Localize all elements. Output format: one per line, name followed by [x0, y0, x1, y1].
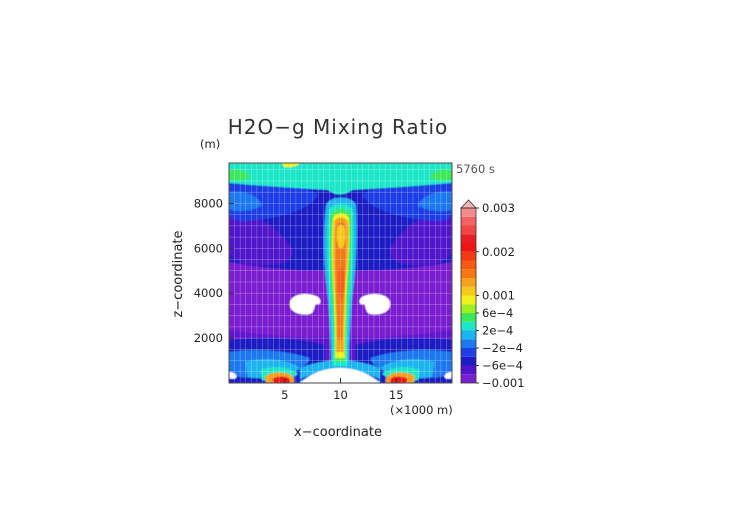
- x-axis: 5 10 15: [281, 378, 404, 402]
- y-tick-label: 8000: [194, 196, 223, 210]
- colorbar-tick-label: −0.001: [482, 376, 525, 390]
- colorbar-tick-label: 0.001: [482, 289, 515, 303]
- y-unit-label: (m): [200, 137, 220, 151]
- y-axis: 2000 4000 6000 8000: [194, 196, 234, 345]
- colorbar-segment: [461, 225, 476, 235]
- colorbar-segment: [461, 243, 476, 252]
- colorbar-segment: [461, 356, 476, 366]
- x-unit-label: (×1000 m): [390, 403, 453, 417]
- contour-field: [229, 163, 452, 383]
- colorbar-segment: [461, 313, 476, 322]
- colorbar-segment: [461, 260, 476, 270]
- chart-title: H2O−g Mixing Ratio: [228, 115, 449, 139]
- colorbar-segment: [461, 286, 476, 296]
- y-axis-label: z−coordinate: [171, 230, 186, 317]
- y-tick-label: 4000: [194, 286, 223, 300]
- colorbar-segment: [461, 269, 476, 278]
- colorbar-segment: [461, 216, 476, 226]
- x-axis-label: x−coordinate: [294, 425, 382, 440]
- colorbar-segment: [461, 330, 476, 340]
- colorbar-tick-label: −6e−4: [482, 359, 523, 373]
- colorbar: −0.001 −6e−4 −2e−4 2e−4 6e−4 0.001 0.002 0.003: [460, 199, 525, 390]
- y-tick-label: 6000: [194, 241, 223, 255]
- x-tick-label: 15: [389, 388, 404, 402]
- time-label: 5760 s: [456, 162, 495, 176]
- colorbar-segment: [461, 208, 476, 217]
- colorbar-segment: [461, 348, 476, 357]
- colorbar-segment: [461, 304, 476, 313]
- colorbar-segment: [461, 251, 476, 261]
- colorbar-segment: [461, 234, 476, 243]
- colorbar-extend-arrow: [460, 199, 477, 209]
- colorbar-segment: [461, 374, 476, 383]
- colorbar-segment: [461, 295, 476, 305]
- colorbar-segment: [461, 365, 476, 375]
- colorbar-segment: [461, 339, 476, 348]
- x-tick-label: 10: [333, 388, 348, 402]
- colorbar-tick-label: 6e−4: [482, 306, 513, 320]
- colorbar-segment: [461, 321, 476, 331]
- colorbar-tick-label: −2e−4: [482, 341, 523, 355]
- colorbar-tick-label: 0.002: [482, 245, 515, 259]
- plot-grid: [229, 163, 452, 383]
- colorbar-tick-label: 2e−4: [482, 324, 513, 338]
- y-tick-label: 2000: [194, 331, 223, 345]
- colorbar-segment: [461, 278, 476, 287]
- x-tick-label: 5: [281, 388, 288, 402]
- colorbar-tick-label: 0.003: [482, 201, 515, 215]
